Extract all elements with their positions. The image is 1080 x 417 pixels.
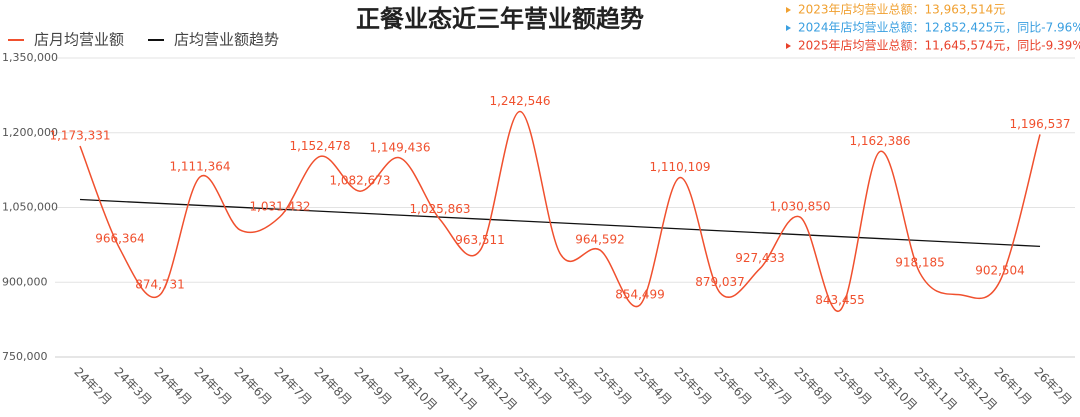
data-label: 966,364 [95, 232, 145, 246]
x-tick-label: 25年2月 [551, 365, 594, 408]
data-label: 1,196,537 [1009, 117, 1070, 131]
data-label: 879,037 [695, 275, 745, 289]
annotation: 2025年店均营业总额：11,645,574元，同比-9.39% [798, 39, 1080, 53]
data-label: 1,082,673 [329, 174, 390, 188]
x-tick-label: 25年11月 [911, 365, 959, 413]
x-tick-label: 24年8月 [311, 365, 354, 408]
x-tick-label: 25年12月 [951, 365, 999, 413]
data-label: 1,025,863 [409, 202, 470, 216]
y-tick-label: 1,350,000 [2, 51, 58, 64]
y-tick-label: 900,000 [2, 275, 48, 288]
x-tick-label: 25年6月 [711, 365, 754, 408]
trend-line [79, 198, 1041, 248]
data-label: 1,111,364 [169, 159, 230, 173]
data-label: 1,152,478 [289, 139, 350, 153]
data-label: 964,592 [575, 233, 625, 247]
x-tick-label: 24年12月 [471, 365, 519, 413]
legend-label: 店均营业额趋势 [174, 31, 279, 49]
x-tick-label: 25年7月 [751, 365, 794, 408]
data-label: 1,173,331 [49, 129, 110, 143]
x-tick-label: 24年2月 [71, 365, 114, 408]
data-label: 874,731 [135, 277, 185, 291]
x-tick-label: 24年10月 [391, 365, 439, 413]
data-label: 918,185 [895, 256, 945, 270]
x-tick-label: 25年10月 [871, 365, 919, 413]
x-tick-label: 24年11月 [431, 365, 479, 413]
annotation: 2023年店均营业总额：13,963,514元 [798, 3, 1005, 17]
y-tick-label: 1,050,000 [2, 201, 58, 214]
legend-label: 店月均营业额 [34, 31, 124, 49]
x-tick-label: 25年8月 [791, 365, 834, 408]
data-label: 1,030,850 [769, 200, 830, 214]
x-tick-label: 24年6月 [231, 365, 274, 408]
x-tick-label: 24年9月 [351, 365, 394, 408]
data-label: 902,504 [975, 264, 1025, 278]
annotation-bullet [786, 25, 791, 31]
data-label: 843,455 [815, 293, 865, 307]
y-tick-label: 750,000 [2, 350, 48, 363]
data-label: 1,162,386 [849, 134, 910, 148]
series-line [79, 110, 1041, 312]
data-label: 1,110,109 [649, 160, 710, 174]
chart-title: 正餐业态近三年营业额趋势 [356, 5, 644, 33]
x-tick-label: 26年2月 [1031, 365, 1074, 408]
annotation-bullet [786, 43, 791, 49]
y-tick-label: 1,200,000 [2, 126, 58, 139]
annotation-bullet [786, 7, 791, 13]
data-label: 1,031,432 [249, 199, 310, 213]
x-tick-label: 24年7月 [271, 365, 314, 408]
annotation: 2024年店均营业总额：12,852,425元，同比-7.96% [798, 21, 1080, 35]
x-tick-label: 25年5月 [671, 365, 714, 408]
data-label: 1,242,546 [489, 94, 550, 108]
data-label: 1,149,436 [369, 140, 430, 154]
x-tick-label: 24年3月 [111, 365, 154, 408]
data-label: 854,499 [615, 287, 665, 301]
data-label: 963,511 [455, 233, 505, 247]
x-tick-label: 25年4月 [631, 365, 674, 408]
x-tick-label: 25年9月 [831, 365, 874, 408]
x-tick-label: 25年3月 [591, 365, 634, 408]
x-tick-label: 24年5月 [191, 365, 234, 408]
data-label: 927,433 [735, 251, 785, 265]
x-tick-label: 24年4月 [151, 365, 194, 408]
